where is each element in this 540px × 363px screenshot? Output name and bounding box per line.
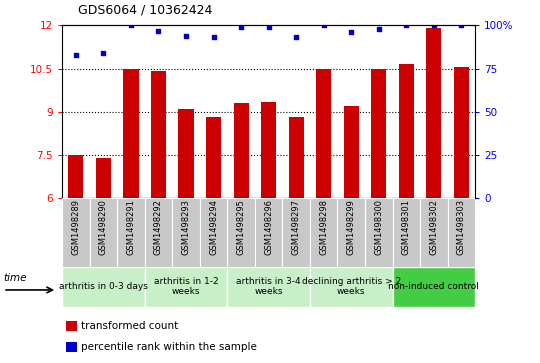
Bar	[68, 155, 84, 198]
Point	[181, 33, 190, 38]
Point	[347, 29, 355, 35]
Text: arthritis in 1-2
weeks: arthritis in 1-2 weeks	[154, 277, 218, 297]
FancyBboxPatch shape	[200, 198, 227, 267]
Text: GSM1498298: GSM1498298	[319, 199, 328, 255]
Text: declining arthritis > 2
weeks: declining arthritis > 2 weeks	[302, 277, 401, 297]
FancyBboxPatch shape	[172, 198, 200, 267]
Point	[402, 23, 410, 28]
FancyBboxPatch shape	[310, 198, 338, 267]
Point	[265, 24, 273, 30]
Bar	[123, 69, 139, 198]
FancyBboxPatch shape	[282, 198, 310, 267]
Bar	[96, 158, 111, 198]
Text: GSM1498301: GSM1498301	[402, 199, 411, 255]
FancyBboxPatch shape	[393, 267, 475, 307]
Bar	[206, 117, 221, 198]
Bar	[371, 69, 387, 198]
FancyBboxPatch shape	[393, 198, 420, 267]
Bar	[426, 28, 442, 198]
Bar	[66, 321, 77, 331]
FancyBboxPatch shape	[62, 267, 145, 307]
Text: transformed count: transformed count	[80, 321, 178, 331]
Bar	[399, 64, 414, 198]
FancyBboxPatch shape	[90, 198, 117, 267]
FancyBboxPatch shape	[227, 198, 255, 267]
Text: time: time	[3, 273, 26, 283]
Bar	[233, 103, 249, 198]
Point	[292, 34, 300, 40]
Text: GSM1498290: GSM1498290	[99, 199, 108, 255]
Text: arthritis in 0-3 days: arthritis in 0-3 days	[59, 282, 148, 291]
Text: non-induced control: non-induced control	[388, 282, 480, 291]
FancyBboxPatch shape	[145, 198, 172, 267]
Point	[237, 24, 245, 30]
Text: GSM1498296: GSM1498296	[264, 199, 273, 255]
FancyBboxPatch shape	[338, 198, 365, 267]
Point	[457, 23, 465, 28]
FancyBboxPatch shape	[365, 198, 393, 267]
Bar	[261, 102, 276, 198]
Point	[429, 23, 438, 28]
Point	[210, 34, 218, 40]
Bar	[316, 69, 332, 198]
Text: GSM1498303: GSM1498303	[457, 199, 466, 255]
Text: GSM1498292: GSM1498292	[154, 199, 163, 255]
Point	[154, 28, 163, 33]
Bar	[66, 342, 77, 352]
Text: GDS6064 / 10362424: GDS6064 / 10362424	[78, 3, 213, 16]
Bar	[151, 72, 166, 198]
Text: GSM1498297: GSM1498297	[292, 199, 301, 255]
Text: GSM1498293: GSM1498293	[181, 199, 191, 255]
Point	[99, 50, 108, 56]
Text: GSM1498294: GSM1498294	[209, 199, 218, 255]
Bar	[288, 117, 304, 198]
FancyBboxPatch shape	[227, 267, 310, 307]
Text: GSM1498295: GSM1498295	[237, 199, 246, 255]
FancyBboxPatch shape	[420, 198, 448, 267]
Point	[126, 23, 135, 28]
Text: GSM1498291: GSM1498291	[126, 199, 136, 255]
Text: GSM1498299: GSM1498299	[347, 199, 356, 255]
Bar	[178, 109, 194, 198]
FancyBboxPatch shape	[310, 267, 393, 307]
Point	[374, 26, 383, 32]
Text: GSM1498300: GSM1498300	[374, 199, 383, 255]
Point	[71, 52, 80, 58]
Text: arthritis in 3-4
weeks: arthritis in 3-4 weeks	[237, 277, 301, 297]
FancyBboxPatch shape	[62, 198, 90, 267]
Text: GSM1498302: GSM1498302	[429, 199, 438, 255]
Text: GSM1498289: GSM1498289	[71, 199, 80, 255]
FancyBboxPatch shape	[117, 198, 145, 267]
Bar	[454, 67, 469, 198]
Text: percentile rank within the sample: percentile rank within the sample	[80, 342, 256, 352]
Point	[319, 23, 328, 28]
FancyBboxPatch shape	[145, 267, 227, 307]
FancyBboxPatch shape	[448, 198, 475, 267]
Bar	[343, 106, 359, 198]
FancyBboxPatch shape	[255, 198, 282, 267]
